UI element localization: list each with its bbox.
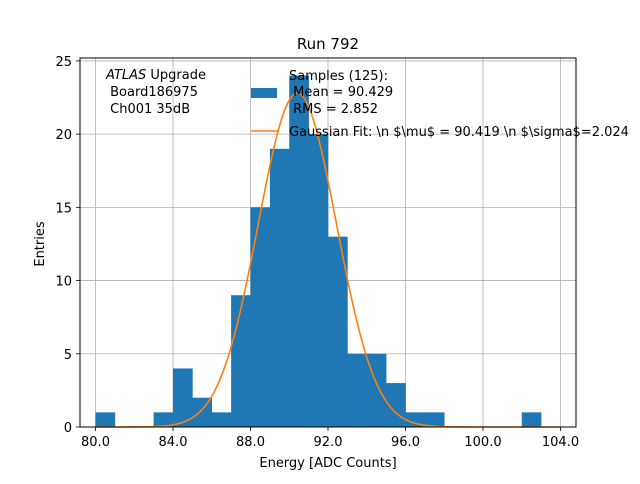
- y-tick-label: 20: [55, 128, 72, 143]
- legend-samples-line-2: Mean = 90.429: [289, 85, 393, 100]
- y-tick-label: 10: [55, 275, 72, 290]
- histogram-bar: [153, 412, 174, 427]
- annotation-line-1: ATLAS Upgrade: [105, 68, 206, 83]
- y-axis-ticks: 0 5 10 15 20 25: [55, 55, 80, 436]
- legend-samples-patch: [251, 88, 277, 98]
- legend: Samples (125): Mean = 90.429 RMS = 2.852…: [251, 69, 629, 140]
- y-tick-label: 0: [64, 421, 72, 436]
- annotation-atlas: ATLAS: [105, 68, 146, 83]
- legend-samples-line-3: RMS = 2.852: [289, 102, 378, 117]
- x-tick-label: 80.0: [81, 435, 110, 450]
- histogram-bar: [95, 412, 116, 427]
- annotation-box: ATLAS Upgrade Board186975 Ch001 35dB: [105, 68, 206, 117]
- histogram-bar: [231, 295, 251, 427]
- legend-samples-line-1: Samples (125):: [289, 69, 388, 84]
- y-tick-label: 5: [64, 348, 72, 363]
- y-tick-label: 25: [55, 55, 72, 70]
- chart-title: Run 792: [297, 35, 359, 53]
- histogram-bar: [405, 412, 426, 427]
- annotation-line-2: Board186975: [106, 85, 198, 100]
- x-tick-label: 92.0: [314, 435, 343, 450]
- histogram-bar: [211, 412, 232, 427]
- legend-fit-text: Gaussian Fit: \n $\mu$ = 90.419 \n $\sig…: [289, 125, 629, 140]
- x-tick-label: 96.0: [391, 435, 420, 450]
- x-axis-ticks: 80.0 84.0 88.0 92.0 96.0 100.0 104.0: [81, 427, 579, 450]
- histogram-bar: [521, 412, 542, 427]
- histogram-bar: [192, 397, 213, 427]
- histogram-bar: [328, 236, 348, 427]
- y-tick-label: 15: [55, 201, 72, 216]
- y-axis-label: Entries: [33, 221, 48, 267]
- x-tick-label: 88.0: [236, 435, 265, 450]
- histogram-bar: [308, 134, 329, 427]
- histogram-bar: [424, 412, 445, 427]
- annotation-line-3: Ch001 35dB: [106, 102, 190, 117]
- histogram-bars: [95, 75, 542, 428]
- annotation-upgrade: Upgrade: [146, 68, 206, 83]
- x-axis-label: Energy [ADC Counts]: [259, 456, 396, 471]
- x-tick-label: 104.0: [542, 435, 579, 450]
- histogram-bar: [269, 148, 290, 428]
- x-tick-label: 100.0: [464, 435, 501, 450]
- histogram-bar: [289, 75, 309, 428]
- x-tick-label: 84.0: [159, 435, 188, 450]
- histogram-bar: [173, 368, 193, 427]
- histogram-bar: [250, 207, 271, 427]
- histogram-bar: [347, 353, 368, 427]
